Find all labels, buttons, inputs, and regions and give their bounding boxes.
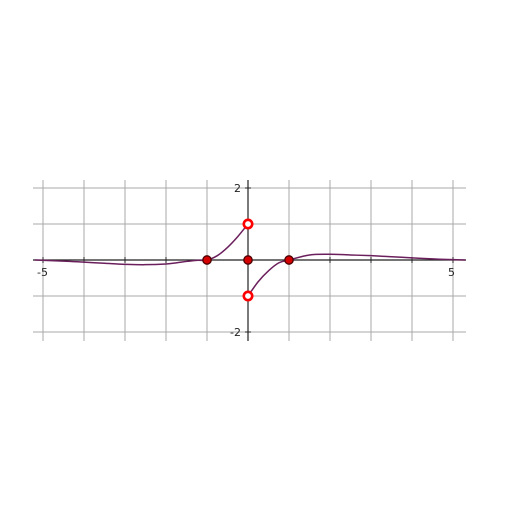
x-tick-label-neg5: -5	[37, 266, 48, 279]
curve-right	[247, 253, 466, 297]
y-tick-label-2: 2	[234, 182, 241, 195]
curve-left	[34, 223, 249, 266]
open-point	[242, 218, 254, 230]
x-tick-label-5: 5	[448, 266, 455, 279]
tick-labels: -5 5 2 -2	[37, 182, 455, 339]
points	[202, 218, 294, 302]
y-tick-label-neg2: -2	[230, 326, 241, 339]
closed-point	[202, 255, 212, 265]
closed-point	[243, 255, 253, 265]
closed-point	[284, 255, 294, 265]
open-point	[242, 290, 254, 302]
curves	[34, 223, 466, 297]
